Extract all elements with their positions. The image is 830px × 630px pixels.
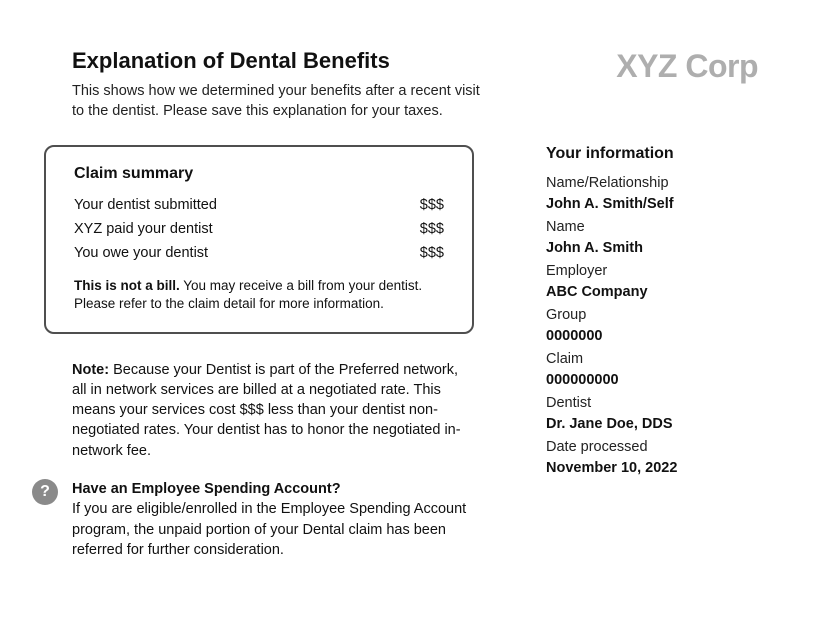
note-label: Note: — [72, 362, 109, 378]
esa-heading: Have an Employee Spending Account? — [72, 481, 341, 497]
claim-row-label: XYZ paid your dentist — [74, 221, 213, 237]
info-value: Dr. Jane Doe, DDS — [546, 414, 758, 435]
info-label: Group — [546, 305, 758, 326]
claim-footnote: This is not a bill. You may receive a bi… — [74, 277, 444, 313]
claim-row-value: $$$ — [420, 221, 444, 237]
info-value: John A. Smith — [546, 238, 758, 259]
claim-row-value: $$$ — [420, 245, 444, 261]
info-value: ABC Company — [546, 282, 758, 303]
your-info-title: Your information — [546, 145, 758, 163]
info-label: Employer — [546, 261, 758, 282]
intro-text: This shows how we determined your benefi… — [72, 82, 492, 121]
claim-footnote-bold: This is not a bill. — [74, 278, 180, 293]
info-label: Name — [546, 217, 758, 238]
claim-row: You owe your dentist $$$ — [74, 241, 444, 265]
claim-row-label: You owe your dentist — [74, 245, 208, 261]
claim-summary-box: Claim summary Your dentist submitted $$$… — [44, 145, 474, 333]
info-value: 0000000 — [546, 326, 758, 347]
claim-row-value: $$$ — [420, 197, 444, 213]
claim-summary-title: Claim summary — [74, 165, 444, 183]
corp-logo: XYZ Corp — [616, 48, 758, 85]
info-label: Dentist — [546, 393, 758, 414]
info-label: Claim — [546, 349, 758, 370]
esa-body: If you are eligible/enrolled in the Empl… — [72, 501, 466, 558]
note-text: Because your Dentist is part of the Pref… — [72, 362, 461, 459]
claim-row: Your dentist submitted $$$ — [74, 193, 444, 217]
question-icon: ? — [32, 479, 58, 505]
page-title: Explanation of Dental Benefits — [72, 48, 492, 74]
info-value: John A. Smith/Self — [546, 194, 758, 215]
esa-block: ? Have an Employee Spending Account? If … — [44, 479, 474, 560]
info-value: 000000000 — [546, 370, 758, 391]
info-value: November 10, 2022 — [546, 458, 758, 479]
claim-row-label: Your dentist submitted — [74, 197, 217, 213]
claim-row: XYZ paid your dentist $$$ — [74, 217, 444, 241]
info-label: Name/Relationship — [546, 173, 758, 194]
your-info-list: Name/Relationship John A. Smith/Self Nam… — [546, 173, 758, 479]
info-label: Date processed — [546, 437, 758, 458]
network-note: Note: Because your Dentist is part of th… — [44, 360, 474, 461]
